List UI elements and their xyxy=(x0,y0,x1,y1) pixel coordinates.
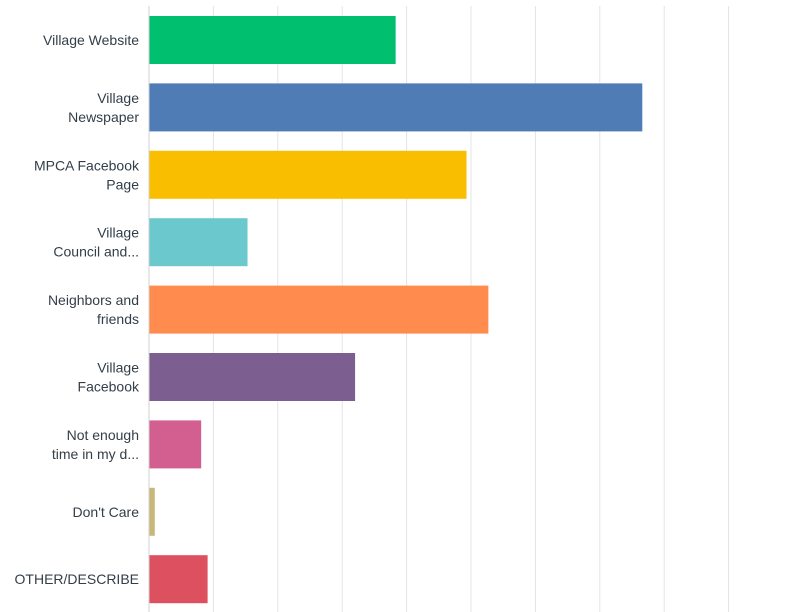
bar[interactable] xyxy=(149,353,356,401)
category-labels: Village Website Village Newspaper MPCA Face… xyxy=(15,32,140,587)
category-label: Village Council and... xyxy=(53,225,139,260)
category-label: Don't Care xyxy=(73,504,140,520)
bar[interactable] xyxy=(149,285,489,334)
bar[interactable] xyxy=(149,555,208,604)
bars xyxy=(149,16,643,604)
bar[interactable] xyxy=(149,150,467,199)
bar[interactable] xyxy=(149,16,396,64)
bar[interactable] xyxy=(149,487,155,536)
category-label: MPCA Facebook Page xyxy=(34,157,140,192)
category-label: OTHER/DESCRIBE xyxy=(15,571,139,587)
bar[interactable] xyxy=(149,420,202,469)
category-label: Village Website xyxy=(43,32,139,48)
category-label: Not enough time in my d... xyxy=(52,427,139,462)
bar[interactable] xyxy=(149,83,643,132)
category-label: Neighbors and friends xyxy=(48,292,139,327)
category-label: Village Newspaper xyxy=(68,90,139,125)
category-label: Village Facebook xyxy=(78,360,140,395)
bar[interactable] xyxy=(149,218,248,267)
